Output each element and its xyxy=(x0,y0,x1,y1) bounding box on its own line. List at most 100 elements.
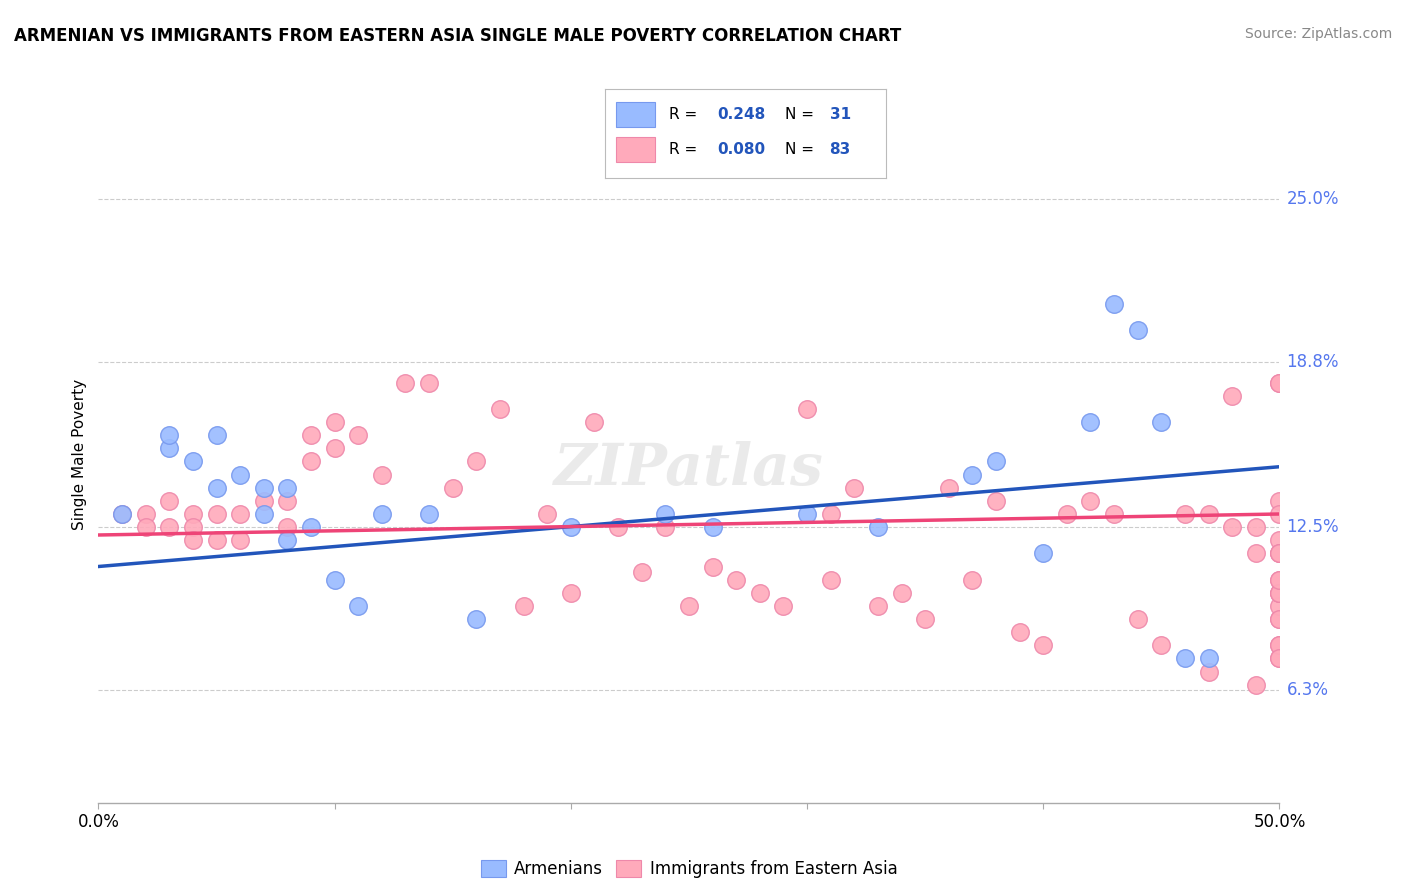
Point xyxy=(1032,638,1054,652)
Point xyxy=(157,520,180,534)
Point xyxy=(347,599,370,613)
Point xyxy=(465,612,488,626)
Point xyxy=(253,507,276,521)
Point xyxy=(678,599,700,613)
Point xyxy=(844,481,866,495)
Point xyxy=(654,507,676,521)
Point xyxy=(938,481,960,495)
Point xyxy=(1102,297,1125,311)
Point xyxy=(276,494,298,508)
Text: 83: 83 xyxy=(830,143,851,157)
Text: R =: R = xyxy=(669,107,697,121)
Point xyxy=(583,415,606,429)
Point xyxy=(229,533,252,548)
Point xyxy=(1268,599,1291,613)
Legend: Armenians, Immigrants from Eastern Asia: Armenians, Immigrants from Eastern Asia xyxy=(474,854,904,885)
Point xyxy=(276,520,298,534)
Point xyxy=(299,428,322,442)
Point xyxy=(512,599,534,613)
Point xyxy=(866,599,889,613)
Point xyxy=(1174,651,1197,665)
Point xyxy=(181,520,204,534)
Text: 18.8%: 18.8% xyxy=(1286,352,1339,371)
Point xyxy=(323,415,346,429)
Bar xyxy=(616,137,655,162)
Point xyxy=(1244,520,1267,534)
Point xyxy=(276,481,298,495)
Point xyxy=(607,520,630,534)
Text: 31: 31 xyxy=(830,107,851,121)
Point xyxy=(1268,586,1291,600)
Text: 25.0%: 25.0% xyxy=(1286,190,1339,208)
Point xyxy=(1268,546,1291,560)
Point xyxy=(914,612,936,626)
Point xyxy=(1268,376,1291,390)
Point xyxy=(111,507,134,521)
Point xyxy=(1268,638,1291,652)
Point xyxy=(962,573,984,587)
Point xyxy=(418,376,440,390)
Point xyxy=(702,559,724,574)
Point xyxy=(181,454,204,468)
Point xyxy=(1126,323,1149,337)
Point xyxy=(1220,520,1243,534)
Point xyxy=(253,494,276,508)
Point xyxy=(725,573,748,587)
Point xyxy=(560,586,582,600)
Point xyxy=(820,507,842,521)
Point xyxy=(1268,376,1291,390)
Point xyxy=(1268,638,1291,652)
Point xyxy=(1268,546,1291,560)
Point xyxy=(1268,533,1291,548)
Point xyxy=(205,533,228,548)
Point xyxy=(205,507,228,521)
Point xyxy=(347,428,370,442)
Point xyxy=(371,467,394,482)
Point xyxy=(796,401,818,416)
Point xyxy=(1268,612,1291,626)
Y-axis label: Single Male Poverty: Single Male Poverty xyxy=(72,379,87,531)
Point xyxy=(1268,586,1291,600)
Text: N =: N = xyxy=(785,107,814,121)
Point xyxy=(1080,415,1102,429)
Point xyxy=(1102,507,1125,521)
Point xyxy=(418,507,440,521)
Point xyxy=(1268,651,1291,665)
Point xyxy=(157,494,180,508)
Point xyxy=(1126,612,1149,626)
Point xyxy=(253,481,276,495)
Point xyxy=(1244,546,1267,560)
Text: 6.3%: 6.3% xyxy=(1286,681,1329,699)
Point xyxy=(984,454,1007,468)
Point xyxy=(1032,546,1054,560)
Point xyxy=(465,454,488,468)
Point xyxy=(1268,573,1291,587)
Point xyxy=(299,454,322,468)
Point xyxy=(1008,625,1031,640)
Point xyxy=(1080,494,1102,508)
Point xyxy=(630,565,652,579)
Bar xyxy=(616,102,655,127)
Point xyxy=(181,507,204,521)
Point xyxy=(135,520,157,534)
Point xyxy=(1150,638,1173,652)
Text: 12.5%: 12.5% xyxy=(1286,518,1339,536)
Point xyxy=(1198,665,1220,679)
Point xyxy=(560,520,582,534)
Text: ARMENIAN VS IMMIGRANTS FROM EASTERN ASIA SINGLE MALE POVERTY CORRELATION CHART: ARMENIAN VS IMMIGRANTS FROM EASTERN ASIA… xyxy=(14,27,901,45)
Point xyxy=(654,520,676,534)
Point xyxy=(181,533,204,548)
Point xyxy=(135,507,157,521)
Point xyxy=(702,520,724,534)
Point xyxy=(866,520,889,534)
Point xyxy=(1220,389,1243,403)
Text: 0.080: 0.080 xyxy=(717,143,765,157)
Text: N =: N = xyxy=(785,143,814,157)
Point xyxy=(229,467,252,482)
Point xyxy=(1268,586,1291,600)
Text: ZIPatlas: ZIPatlas xyxy=(554,441,824,497)
Point xyxy=(489,401,512,416)
Point xyxy=(820,573,842,587)
Point xyxy=(323,442,346,456)
Text: R =: R = xyxy=(669,143,697,157)
